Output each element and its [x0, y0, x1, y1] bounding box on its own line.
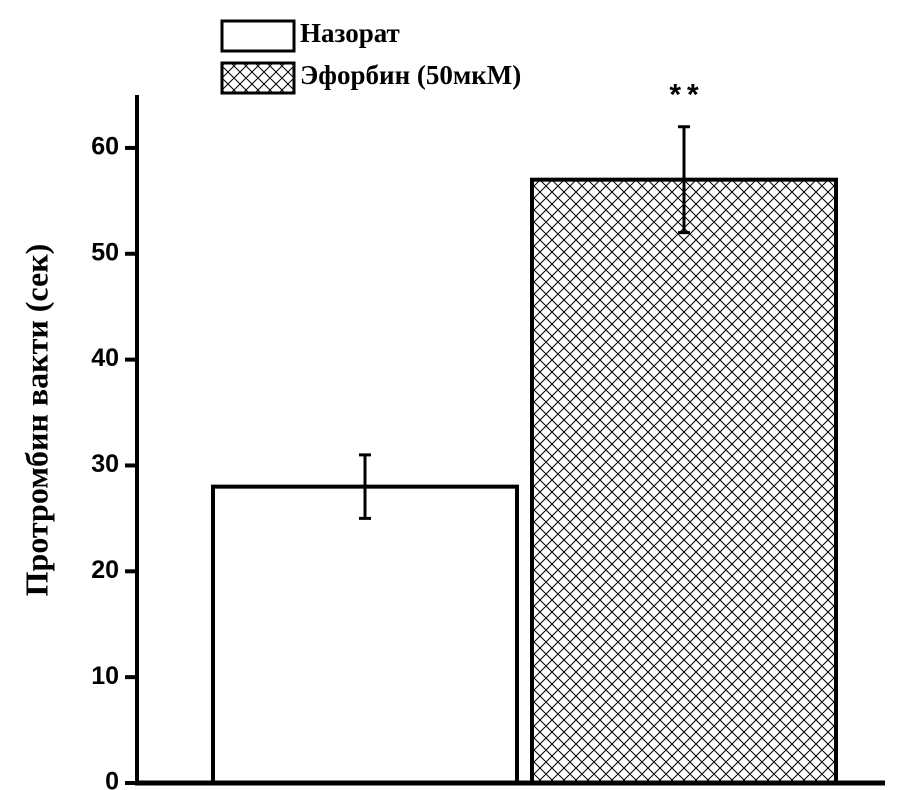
- bar: [530, 177, 838, 785]
- error-bar: [678, 125, 690, 235]
- error-bar: [359, 453, 371, 520]
- y-tick-label: 40: [91, 344, 119, 372]
- bar: [211, 484, 519, 785]
- significance-annotation: **: [669, 79, 704, 112]
- legend-swatch: [220, 19, 296, 53]
- y-tick-label: 50: [91, 238, 119, 266]
- legend-swatch: [220, 61, 296, 95]
- legend-label: Назорат: [300, 18, 400, 48]
- y-tick-label: 10: [91, 662, 119, 690]
- y-axis-label: Протромбин вакти (сек): [18, 244, 54, 597]
- y-tick-label: 0: [105, 768, 119, 790]
- y-tick-label: 20: [91, 556, 119, 584]
- y-tick-label: 60: [91, 133, 119, 161]
- y-tick-label: 30: [91, 450, 119, 478]
- legend-label: Эфорбин (50мкМ): [300, 60, 521, 90]
